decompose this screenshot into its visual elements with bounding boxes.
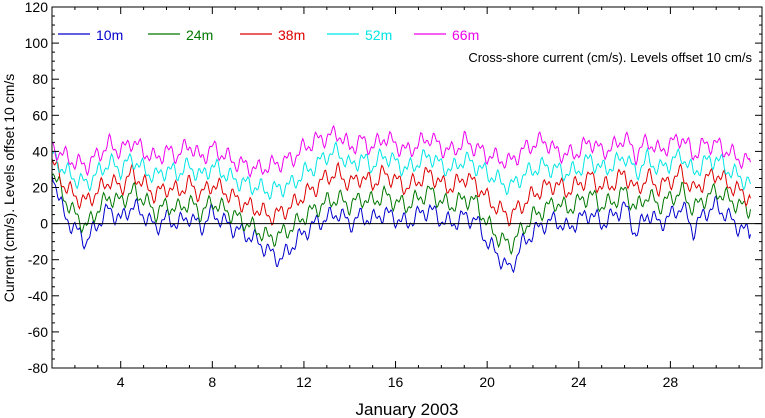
series-line-52m	[52, 141, 751, 200]
legend: 10m 24m 38m 52m 66m	[58, 27, 479, 43]
y-tick-label: 40	[32, 143, 48, 159]
x-tick-label: 8	[208, 374, 216, 390]
x-tick-label: 4	[117, 374, 125, 390]
y-tick-label: 20	[32, 180, 48, 196]
y-tick-label: 60	[32, 107, 48, 123]
legend-label-66m: 66m	[452, 27, 479, 43]
legend-label-52m: 52m	[365, 27, 392, 43]
x-tick-label: 16	[388, 374, 404, 390]
legend-label-38m: 38m	[278, 27, 305, 43]
y-tick-label: -80	[28, 360, 48, 376]
x-tick-label: 12	[296, 374, 312, 390]
chart-title: Cross-shore current (cm/s). Levels offse…	[468, 50, 752, 65]
x-tick-label: 24	[571, 374, 587, 390]
y-tick-label: -40	[28, 288, 48, 304]
y-tick-label: 80	[32, 71, 48, 87]
legend-label-10m: 10m	[96, 27, 123, 43]
y-tick-label: -20	[28, 252, 48, 268]
y-tick-label: 100	[25, 35, 49, 51]
series-line-66m	[51, 124, 751, 179]
y-tick-label: 0	[40, 216, 48, 232]
x-axis-label: January 2003	[355, 400, 458, 418]
y-tick-label: 120	[25, 0, 49, 15]
x-tick-label: 28	[663, 374, 679, 390]
plot-area	[51, 124, 751, 274]
legend-label-24m: 24m	[186, 27, 213, 43]
series-line-24m	[51, 173, 751, 256]
series-line-38m	[51, 158, 751, 227]
axis-ticks: -80 -60 -40 -20 0 20 40 60 80 100 120 4 8 12 16 20 24 28	[25, 0, 762, 390]
y-tick-label: -60	[28, 324, 48, 340]
x-tick-label: 20	[479, 374, 495, 390]
y-axis-label: Current (cm/s). Levels offset 10 cm/s	[1, 74, 17, 302]
